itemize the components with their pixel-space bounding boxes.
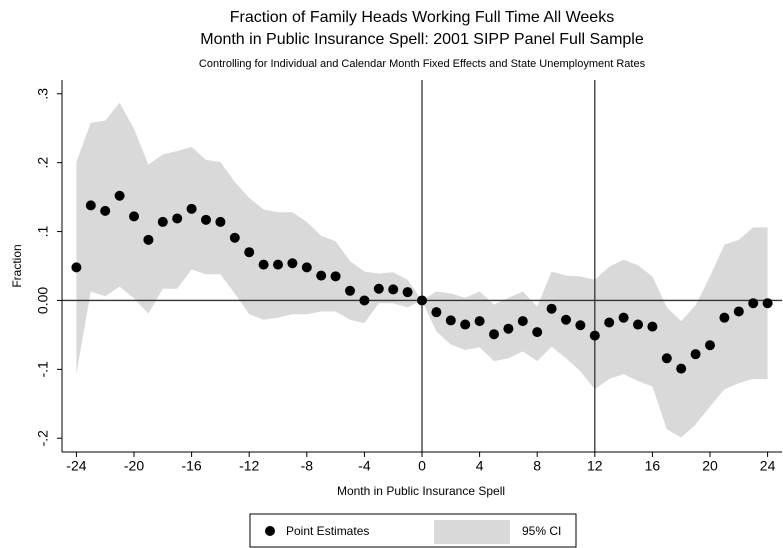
point [647,321,658,332]
point [359,295,370,306]
y-tick-label: .3 [35,88,51,100]
point [71,262,82,273]
point [85,200,96,211]
y-axis-label: Fraction [10,244,24,287]
point [417,295,427,306]
point [517,316,528,327]
x-tick-label: 20 [702,458,718,474]
legend-box [249,513,577,548]
x-tick-label: 4 [476,458,484,474]
point [618,312,629,323]
point [445,315,456,326]
x-tick-label: -8 [301,458,314,474]
point [244,247,255,258]
point [100,205,111,216]
legend-label: Point Estimates [286,524,369,538]
y-tick-label: .2 [35,157,51,169]
point [186,203,197,214]
point [561,314,571,325]
y-tick-label: -.1 [35,361,51,378]
y-tick-label: .1 [35,226,51,238]
point [172,213,183,224]
point [301,262,312,273]
point [402,287,413,298]
point [532,327,543,338]
point [373,283,384,294]
y-tick-label: 0.00 [35,287,51,314]
y-tick-label: -.2 [35,430,51,447]
point [157,216,168,227]
x-tick-label: -24 [66,458,86,474]
point [489,329,499,340]
point [633,319,643,330]
point [215,216,226,227]
x-tick-label: 12 [587,458,603,474]
point [474,316,485,327]
x-axis-label: Month in Public Insurance Spell [337,484,505,498]
point [748,298,759,309]
x-tick-label: -20 [124,458,144,474]
x-tick-label: 0 [418,458,426,474]
point [143,234,154,245]
point [229,232,240,243]
chart-title: Month in Public Insurance Spell: 2001 SI… [200,31,644,48]
point [503,323,514,334]
point [345,285,355,296]
x-tick-label: -12 [239,458,259,474]
point [604,317,615,328]
point [690,349,701,360]
point [330,271,341,282]
point [589,330,600,341]
point [287,258,298,269]
point [733,306,744,317]
point [129,211,139,222]
point [273,259,283,270]
legend-label: 95% CI [522,524,561,538]
x-tick-label: -4 [358,458,371,474]
point [546,303,557,314]
point [676,363,687,374]
point [258,259,269,270]
x-tick-label: -16 [181,458,201,474]
x-tick-label: 16 [645,458,661,474]
point [705,340,715,351]
point [201,214,211,225]
legend-swatch [434,520,510,544]
point [114,190,125,201]
x-tick-label: 8 [533,458,541,474]
legend-marker [265,526,275,536]
point [460,319,471,330]
chart-title: Fraction of Family Heads Working Full Ti… [230,9,614,26]
point [661,353,672,364]
chart-subtitle: Controlling for Individual and Calendar … [199,58,646,70]
point [388,284,399,295]
point [719,312,730,323]
point [575,320,586,331]
point [431,307,442,318]
x-tick-label: 24 [760,458,776,474]
point [316,270,327,281]
point [762,298,773,309]
